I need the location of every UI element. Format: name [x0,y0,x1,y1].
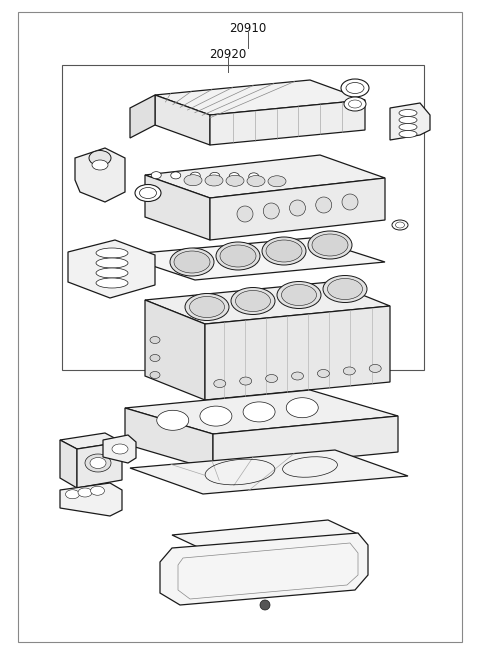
Polygon shape [60,483,122,516]
Ellipse shape [236,291,271,312]
Ellipse shape [229,173,239,179]
Ellipse shape [312,234,348,256]
Ellipse shape [369,364,381,373]
Ellipse shape [85,454,111,472]
Ellipse shape [92,160,108,170]
Ellipse shape [281,284,316,305]
Polygon shape [130,450,408,494]
Ellipse shape [268,176,286,187]
Ellipse shape [210,172,220,179]
Polygon shape [125,408,213,470]
Ellipse shape [157,410,189,430]
Ellipse shape [151,172,161,179]
Ellipse shape [170,248,214,276]
Circle shape [260,600,270,610]
Ellipse shape [343,367,355,375]
Bar [62,65,424,370]
Ellipse shape [265,375,277,383]
Ellipse shape [399,124,417,130]
Polygon shape [210,178,385,240]
Polygon shape [205,306,390,400]
Ellipse shape [190,297,225,318]
Ellipse shape [399,117,417,124]
Polygon shape [130,95,155,138]
Ellipse shape [399,130,417,138]
Polygon shape [60,433,122,449]
Polygon shape [103,435,136,463]
Ellipse shape [317,369,329,377]
Polygon shape [77,442,122,488]
Ellipse shape [174,251,210,273]
Ellipse shape [91,486,105,495]
Text: 20910: 20910 [229,22,266,35]
Ellipse shape [214,379,226,388]
Polygon shape [172,520,358,549]
Ellipse shape [266,240,302,262]
Polygon shape [145,175,210,240]
Ellipse shape [323,276,367,303]
Ellipse shape [308,231,352,259]
Polygon shape [155,80,365,115]
Ellipse shape [150,337,160,343]
Text: 20920: 20920 [209,48,247,61]
Ellipse shape [262,237,306,265]
Ellipse shape [396,222,405,228]
Circle shape [263,203,279,219]
Polygon shape [60,440,77,488]
Polygon shape [145,282,390,324]
Ellipse shape [78,488,92,497]
Polygon shape [390,103,430,140]
Circle shape [237,206,253,222]
Ellipse shape [89,151,111,166]
Ellipse shape [277,282,321,309]
Polygon shape [125,390,398,434]
Circle shape [289,200,305,216]
Polygon shape [75,148,125,202]
Ellipse shape [240,377,252,385]
Ellipse shape [286,398,318,418]
Ellipse shape [243,402,275,422]
Ellipse shape [341,79,369,97]
Ellipse shape [190,172,200,179]
Polygon shape [145,300,205,400]
Ellipse shape [346,83,364,94]
Ellipse shape [96,248,128,258]
Ellipse shape [216,242,260,270]
Ellipse shape [184,175,202,186]
Ellipse shape [135,185,161,202]
Circle shape [342,194,358,210]
Ellipse shape [112,444,128,454]
Ellipse shape [205,175,223,186]
Ellipse shape [348,100,361,108]
Circle shape [316,197,332,213]
Ellipse shape [249,173,259,180]
Ellipse shape [185,293,229,320]
Ellipse shape [220,245,256,267]
Ellipse shape [231,288,275,314]
Ellipse shape [247,176,265,187]
Ellipse shape [200,406,232,426]
Ellipse shape [96,278,128,288]
Ellipse shape [90,457,106,468]
Ellipse shape [150,354,160,362]
Polygon shape [160,533,368,605]
Ellipse shape [226,176,244,186]
Polygon shape [155,95,210,145]
Ellipse shape [392,220,408,230]
Ellipse shape [140,187,156,198]
Polygon shape [210,100,365,145]
Ellipse shape [171,172,181,179]
Ellipse shape [399,109,417,117]
Polygon shape [145,155,385,198]
Polygon shape [213,416,398,470]
Ellipse shape [150,371,160,379]
Ellipse shape [96,268,128,278]
Ellipse shape [65,490,80,498]
Ellipse shape [327,278,362,299]
Ellipse shape [96,258,128,268]
Polygon shape [68,240,155,298]
Polygon shape [120,238,385,280]
Ellipse shape [291,372,303,380]
Ellipse shape [344,97,366,111]
